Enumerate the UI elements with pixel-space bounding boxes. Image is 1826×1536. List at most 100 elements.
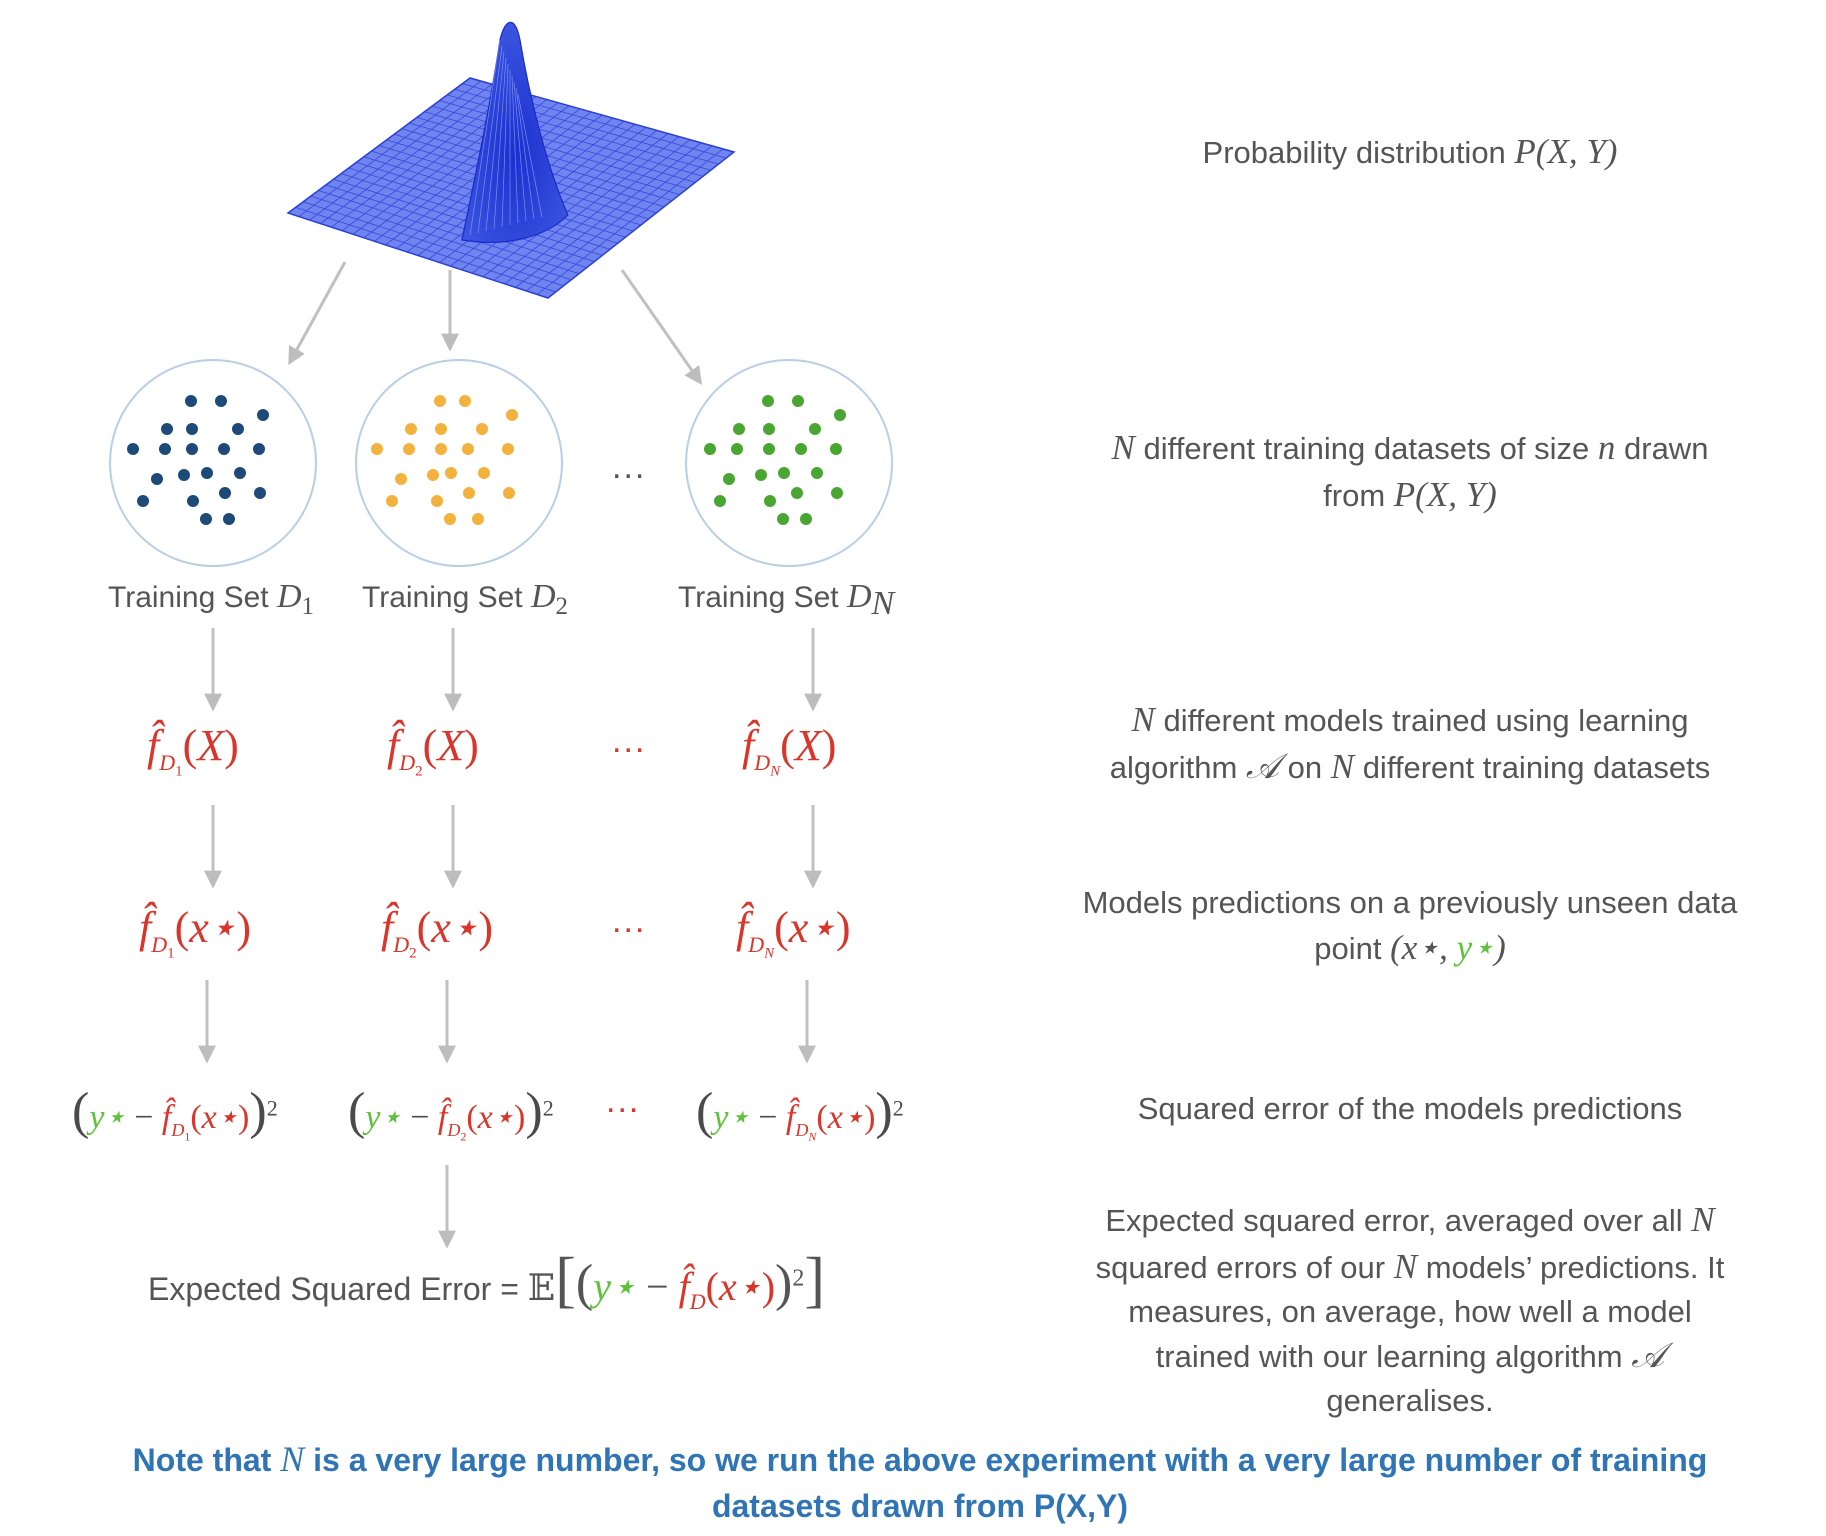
description-text: drawn from [1323, 431, 1709, 514]
description-math: N [1111, 428, 1135, 467]
dataset-point [254, 487, 266, 499]
dataset-point [791, 487, 803, 499]
description-math: 𝒜 [1245, 747, 1279, 787]
description-math: N [1131, 700, 1155, 739]
dataset-point [800, 513, 812, 525]
training-set-subscript: N [871, 585, 895, 622]
dataset-point [151, 473, 163, 485]
d-symbol: D [754, 749, 771, 775]
dataset-point [763, 423, 775, 435]
expectation-symbol: 𝔼 [527, 1268, 556, 1308]
paren: ) [821, 721, 837, 770]
dataset-points-1 [127, 395, 269, 525]
dataset-point [405, 423, 417, 435]
arrow-dist-to-dn [620, 269, 703, 385]
x-star: x⋆ [477, 1099, 515, 1136]
paren: ) [864, 1099, 876, 1136]
y-star: y⋆ [89, 1099, 126, 1136]
dataset-point [234, 467, 246, 479]
paren: ( [416, 903, 432, 952]
d-symbol: D [151, 931, 168, 957]
dataset-point [792, 395, 804, 407]
dataset-point [476, 423, 488, 435]
f-hat: f̂ [139, 903, 152, 952]
squared-error-n: (y⋆ − f̂DN(x⋆))2 [696, 1082, 904, 1144]
models-ellipsis: ... [612, 722, 647, 760]
description-math: (x⋆, [1390, 927, 1457, 967]
training-set-subscript: 2 [555, 593, 569, 620]
training-set-label-text: Training Set [678, 581, 847, 614]
close-bracket: ] [804, 1246, 826, 1314]
dataset-point [755, 469, 767, 481]
dataset-point [503, 487, 515, 499]
training-set-label-n: Training Set DN [678, 578, 894, 623]
description-text: Models predictions on a previously unsee… [1082, 885, 1738, 966]
dataset-point [219, 487, 231, 499]
dataset-point [186, 423, 198, 435]
probability-surface [286, 21, 736, 299]
paren: ( [774, 903, 789, 952]
dataset-point [223, 513, 235, 525]
description-predictions: Models predictions on a previously unsee… [1080, 882, 1740, 971]
description-text: on [1279, 750, 1331, 786]
dataset-point [200, 513, 212, 525]
description-math: P(X, Y) [1393, 475, 1497, 515]
dataset-point [502, 443, 514, 455]
dataset-point [795, 443, 807, 455]
paren: ( [174, 903, 190, 952]
dataset-point [811, 467, 823, 479]
dataset-point [459, 395, 471, 407]
dataset-point [478, 467, 490, 479]
f-hat: f̂ [785, 1099, 796, 1136]
dataset-point [257, 409, 269, 421]
model-arg: X [197, 721, 225, 770]
prediction-subscript: N [764, 945, 775, 962]
paren: ( [182, 721, 198, 770]
dataset-point [186, 443, 198, 455]
dataset-point [704, 443, 716, 455]
power: 2 [266, 1095, 278, 1121]
predictions-ellipsis: ... [612, 902, 647, 940]
paren: ) [514, 1099, 526, 1136]
paren: ) [238, 1099, 250, 1136]
minus: − [410, 1099, 430, 1136]
paren: ) [464, 721, 479, 770]
equals: = [500, 1271, 519, 1307]
datasets-ellipsis: ... [612, 448, 647, 486]
description-math: y⋆ [1456, 927, 1495, 967]
d-symbol: D [159, 749, 176, 775]
description-math: 𝒜 [1631, 1336, 1665, 1376]
dataset-point [386, 495, 398, 507]
dataset-point [137, 495, 149, 507]
x-star: x⋆ [431, 903, 479, 952]
dataset-circle-1 [109, 359, 317, 567]
paren: ) [835, 903, 851, 952]
paren: ( [705, 1264, 719, 1309]
dataset-point [723, 473, 735, 485]
description-text: Probability distribution [1202, 135, 1515, 170]
dataset-point [215, 395, 227, 407]
description-distribution: Probability distribution P(X, Y) [1080, 128, 1740, 175]
dataset-point [778, 467, 790, 479]
description-text: different training datasets [1354, 750, 1711, 786]
prediction-1: f̂D1(x⋆) [139, 902, 251, 962]
paren: ( [466, 1099, 478, 1136]
paren: ) [775, 1255, 793, 1312]
dataset-point [777, 513, 789, 525]
dataset-circle-n [685, 359, 893, 567]
minus: − [758, 1099, 778, 1136]
x-star: x⋆ [718, 1264, 762, 1309]
prediction-subscript: 1 [167, 945, 175, 962]
paren: ( [696, 1083, 714, 1140]
squared-errors-ellipsis: ... [606, 1082, 641, 1120]
paren: ( [575, 1255, 594, 1312]
model-arg: X [437, 721, 465, 770]
model-2: f̂D2(X) [387, 720, 479, 780]
training-set-symbol: D [276, 578, 302, 615]
dataset-point [371, 443, 383, 455]
x-star: x⋆ [827, 1099, 865, 1136]
sq-subscript: N [808, 1129, 817, 1144]
paren: ) [224, 721, 239, 770]
dataset-point [445, 467, 457, 479]
dataset-point [427, 469, 439, 481]
